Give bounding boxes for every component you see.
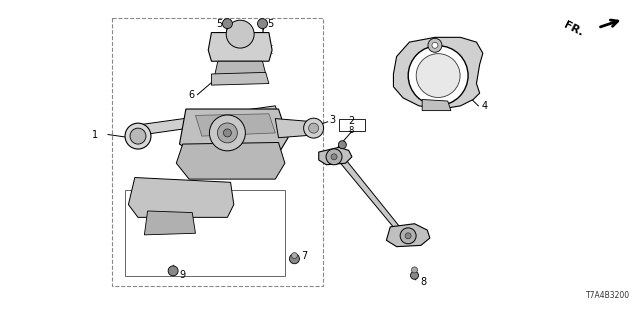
Text: 3: 3 xyxy=(330,115,336,125)
Polygon shape xyxy=(339,159,400,229)
Circle shape xyxy=(223,129,232,137)
Text: 6: 6 xyxy=(188,90,194,100)
Circle shape xyxy=(303,118,324,138)
Polygon shape xyxy=(129,178,234,217)
Circle shape xyxy=(432,42,438,48)
Text: T7A4B3200: T7A4B3200 xyxy=(586,291,630,300)
Polygon shape xyxy=(319,147,352,165)
Polygon shape xyxy=(422,100,451,111)
Circle shape xyxy=(130,128,146,144)
Polygon shape xyxy=(208,33,272,61)
Bar xyxy=(339,119,365,131)
Text: 7: 7 xyxy=(301,251,308,260)
Text: 2: 2 xyxy=(348,116,355,126)
Text: 8: 8 xyxy=(349,126,354,135)
Circle shape xyxy=(308,123,319,133)
Polygon shape xyxy=(195,114,275,136)
Text: 5: 5 xyxy=(267,19,273,28)
Circle shape xyxy=(289,254,300,264)
Circle shape xyxy=(405,233,411,239)
Circle shape xyxy=(416,54,460,98)
Circle shape xyxy=(408,46,468,105)
Polygon shape xyxy=(214,61,266,76)
Text: 5: 5 xyxy=(216,19,222,28)
Text: 8: 8 xyxy=(420,277,426,287)
Circle shape xyxy=(400,228,416,244)
Polygon shape xyxy=(275,119,320,138)
Circle shape xyxy=(410,271,419,279)
Circle shape xyxy=(209,115,245,151)
Circle shape xyxy=(218,123,237,143)
Circle shape xyxy=(339,141,346,149)
Circle shape xyxy=(428,38,442,52)
Circle shape xyxy=(168,266,178,276)
Polygon shape xyxy=(176,142,285,179)
Polygon shape xyxy=(179,109,288,157)
Polygon shape xyxy=(211,72,269,85)
Text: 4: 4 xyxy=(482,101,488,111)
Polygon shape xyxy=(145,211,195,235)
Circle shape xyxy=(291,252,298,259)
Text: 1: 1 xyxy=(92,130,99,140)
Circle shape xyxy=(223,19,232,28)
Polygon shape xyxy=(394,37,483,109)
Text: FR.: FR. xyxy=(562,20,585,38)
Bar xyxy=(125,190,285,276)
Circle shape xyxy=(412,267,417,273)
Polygon shape xyxy=(387,224,430,247)
Circle shape xyxy=(326,149,342,165)
Circle shape xyxy=(257,19,268,28)
Polygon shape xyxy=(138,106,278,134)
Bar xyxy=(113,18,323,286)
Circle shape xyxy=(125,123,151,149)
Circle shape xyxy=(331,154,337,160)
Text: 9: 9 xyxy=(180,270,186,280)
Circle shape xyxy=(226,20,254,48)
